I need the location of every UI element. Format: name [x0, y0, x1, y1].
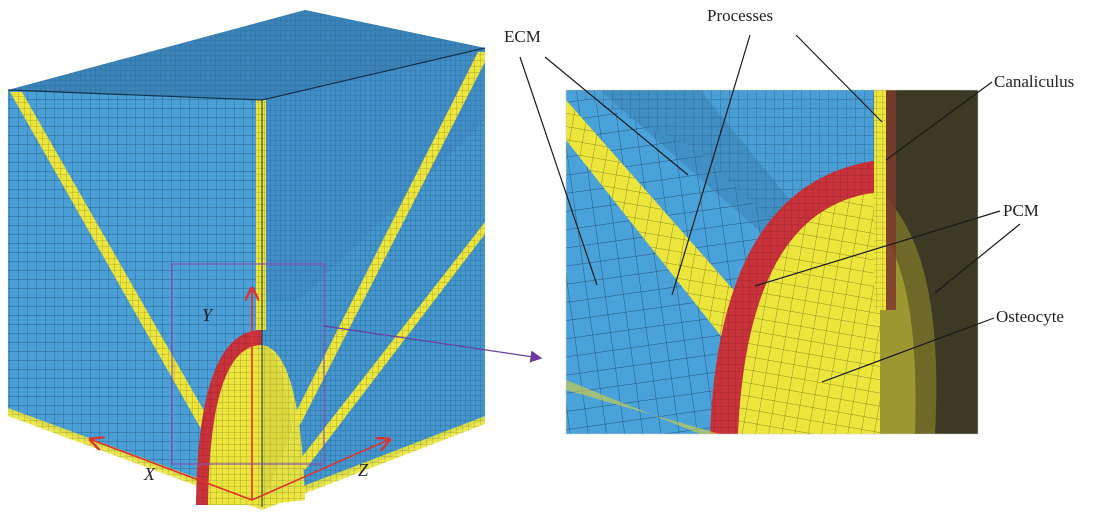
label-processes: Processes	[707, 6, 773, 25]
x-axis-label: X	[143, 464, 156, 484]
z-axis-arrow	[251, 440, 388, 501]
process-strip-left	[10, 92, 215, 436]
zoom-region-box	[171, 263, 325, 465]
z-axis-label: Z	[358, 460, 369, 480]
annotations: Processes ECM Canaliculus PCM Osteocyte	[504, 6, 1074, 383]
cube-model	[7, 10, 486, 510]
label-osteocyte: Osteocyte	[996, 307, 1064, 326]
process-strip-right-upper	[292, 52, 485, 425]
label-canaliculus: Canaliculus	[994, 72, 1074, 91]
process-strip-vertical	[256, 100, 266, 330]
process-diagonal	[566, 100, 760, 360]
zoomed-view	[566, 90, 978, 434]
zoom-arrow	[323, 325, 543, 363]
process-vertical	[874, 90, 886, 310]
axis-triad: X Y Z	[92, 290, 388, 501]
label-ecm: ECM	[504, 27, 541, 46]
process-strip-right-lower	[298, 222, 485, 470]
osteocyte-cube	[208, 345, 262, 505]
label-pcm: PCM	[1003, 201, 1039, 220]
x-axis-arrow	[92, 440, 253, 501]
y-axis-label: Y	[202, 305, 214, 325]
